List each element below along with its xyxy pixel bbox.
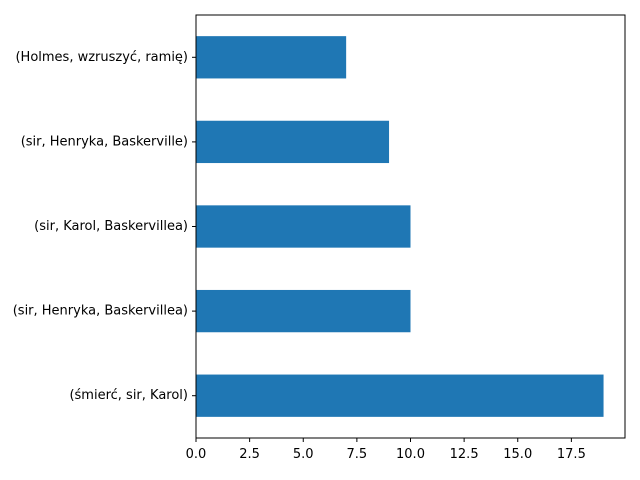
y-tick-label: (sir, Karol, Baskervillea) bbox=[34, 219, 188, 234]
y-tick-label: (Holmes, wzruszyć, ramię) bbox=[15, 50, 188, 65]
x-tick-label: 15.0 bbox=[503, 447, 532, 462]
y-tick-label: (śmierć, sir, Karol) bbox=[69, 388, 188, 403]
y-axis: (Holmes, wzruszyć, ramię) (sir, Henryka, … bbox=[13, 50, 196, 403]
x-tick-label: 7.5 bbox=[347, 447, 368, 462]
x-tick-label: 17.5 bbox=[557, 447, 586, 462]
bars-group bbox=[196, 36, 604, 417]
bar bbox=[196, 289, 411, 333]
x-tick-label: 12.5 bbox=[450, 447, 479, 462]
x-tick-label: 0.0 bbox=[186, 447, 207, 462]
bar bbox=[196, 374, 604, 417]
x-axis: 0.0 2.5 5.0 7.5 10.0 12.5 15.0 17.5 bbox=[186, 438, 586, 462]
x-tick-label: 2.5 bbox=[239, 447, 260, 462]
y-tick-label: (sir, Henryka, Baskervillea) bbox=[13, 304, 188, 319]
bar bbox=[196, 120, 390, 164]
bar bbox=[196, 36, 347, 79]
plot-frame bbox=[195, 14, 626, 439]
y-tick-label: (sir, Henryka, Baskerville) bbox=[21, 134, 188, 149]
bar bbox=[196, 205, 411, 248]
x-tick-label: 5.0 bbox=[293, 447, 314, 462]
x-tick-label: 10.0 bbox=[396, 447, 425, 462]
